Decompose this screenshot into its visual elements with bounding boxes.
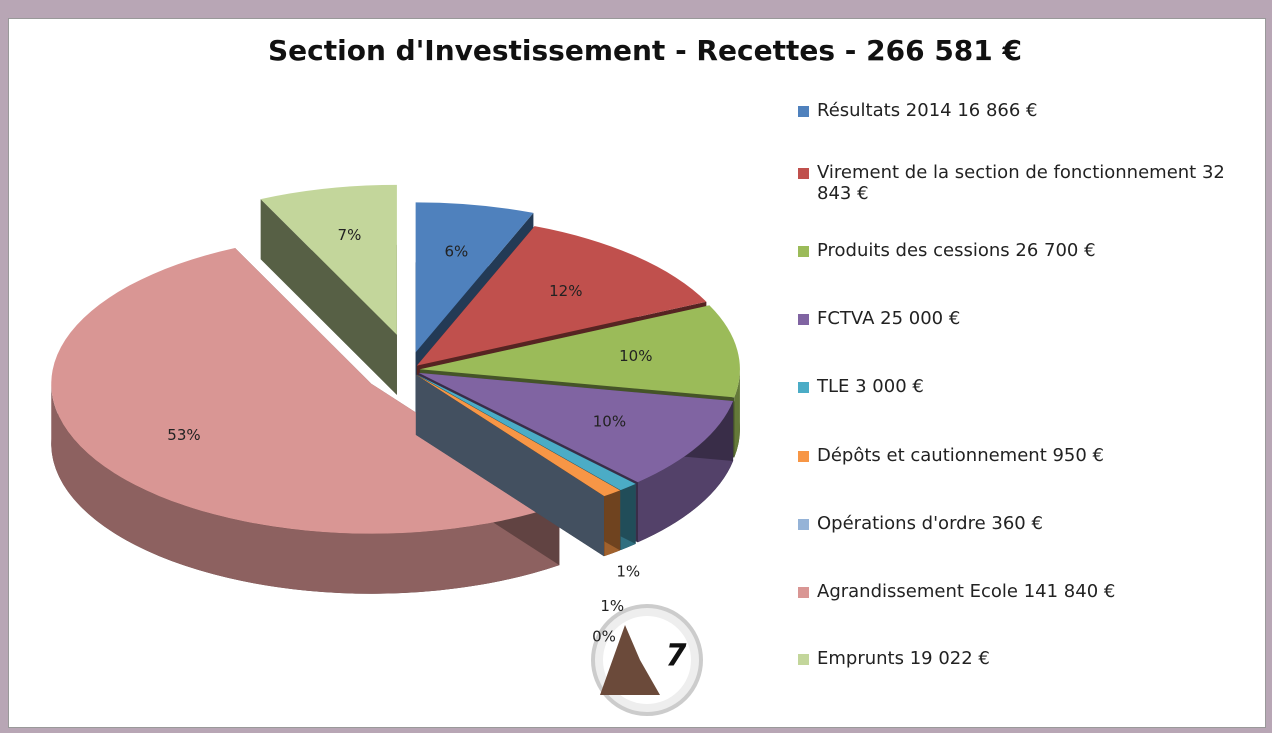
badge-icon — [600, 625, 660, 695]
chart-title: Section d'Investissement - Recettes - 26… — [268, 34, 1022, 67]
legend-label: TLE 3 000 € — [817, 376, 924, 397]
slice-edge — [260, 199, 397, 395]
slice — [415, 202, 534, 353]
legend-item: Agrandissement Ecole 141 840 € — [798, 581, 1115, 602]
legend-swatch — [798, 246, 809, 257]
legend-item: FCTVA 25 000 € — [798, 308, 960, 329]
page-number: 7 — [666, 639, 687, 674]
slice — [260, 184, 397, 335]
legend-label: Virement de la section de fonctionnement… — [817, 162, 1225, 204]
data-label: 12% — [549, 282, 582, 300]
data-label: 53% — [167, 426, 200, 444]
legend-swatch — [798, 106, 809, 117]
data-label: 10% — [593, 413, 626, 431]
data-label: 0% — [592, 628, 616, 646]
legend-item: TLE 3 000 € — [798, 376, 924, 397]
legend-swatch — [798, 314, 809, 325]
legend-swatch — [798, 382, 809, 393]
legend-swatch — [798, 654, 809, 665]
legend-item: Dépôts et cautionnement 950 € — [798, 445, 1104, 466]
data-label: 1% — [600, 597, 624, 615]
slice — [418, 372, 734, 483]
legend-swatch — [798, 587, 809, 598]
legend-item: Résultats 2014 16 866 € — [798, 100, 1038, 121]
legend-label: Dépôts et cautionnement 950 € — [817, 445, 1105, 466]
slice — [416, 226, 707, 366]
legend-label: Emprunts 19 022 € — [817, 648, 990, 669]
slice — [419, 305, 740, 398]
slice — [51, 248, 560, 534]
slice — [416, 374, 621, 497]
pie — [51, 184, 740, 594]
legend-label: Agrandissement Ecole 141 840 € — [817, 581, 1116, 602]
data-label: 7% — [338, 226, 362, 244]
slice-edge — [415, 374, 604, 557]
data-label: 10% — [619, 347, 652, 365]
legend-swatch — [798, 168, 809, 179]
data-label: 1% — [616, 563, 640, 581]
slice-side — [51, 383, 560, 594]
legend-swatch — [798, 519, 809, 530]
legend-label: FCTVA 25 000 € — [817, 308, 961, 329]
legend-swatch — [798, 451, 809, 462]
legend-item: Emprunts 19 022 € — [798, 648, 990, 669]
legend-label: Produits des cessions 26 700 € — [817, 240, 1096, 261]
slice-side — [734, 369, 740, 458]
legend-item: Opérations d'ordre 360 € — [798, 513, 1043, 534]
data-label: 6% — [444, 243, 468, 261]
legend-label: Opérations d'ordre 360 € — [817, 513, 1043, 534]
legend-item: Produits des cessions 26 700 € — [798, 240, 1096, 261]
slice — [416, 374, 636, 491]
legend-item: Virement de la section de fonctionnement… — [798, 162, 1258, 204]
legend-label: Résultats 2014 16 866 € — [817, 100, 1038, 121]
